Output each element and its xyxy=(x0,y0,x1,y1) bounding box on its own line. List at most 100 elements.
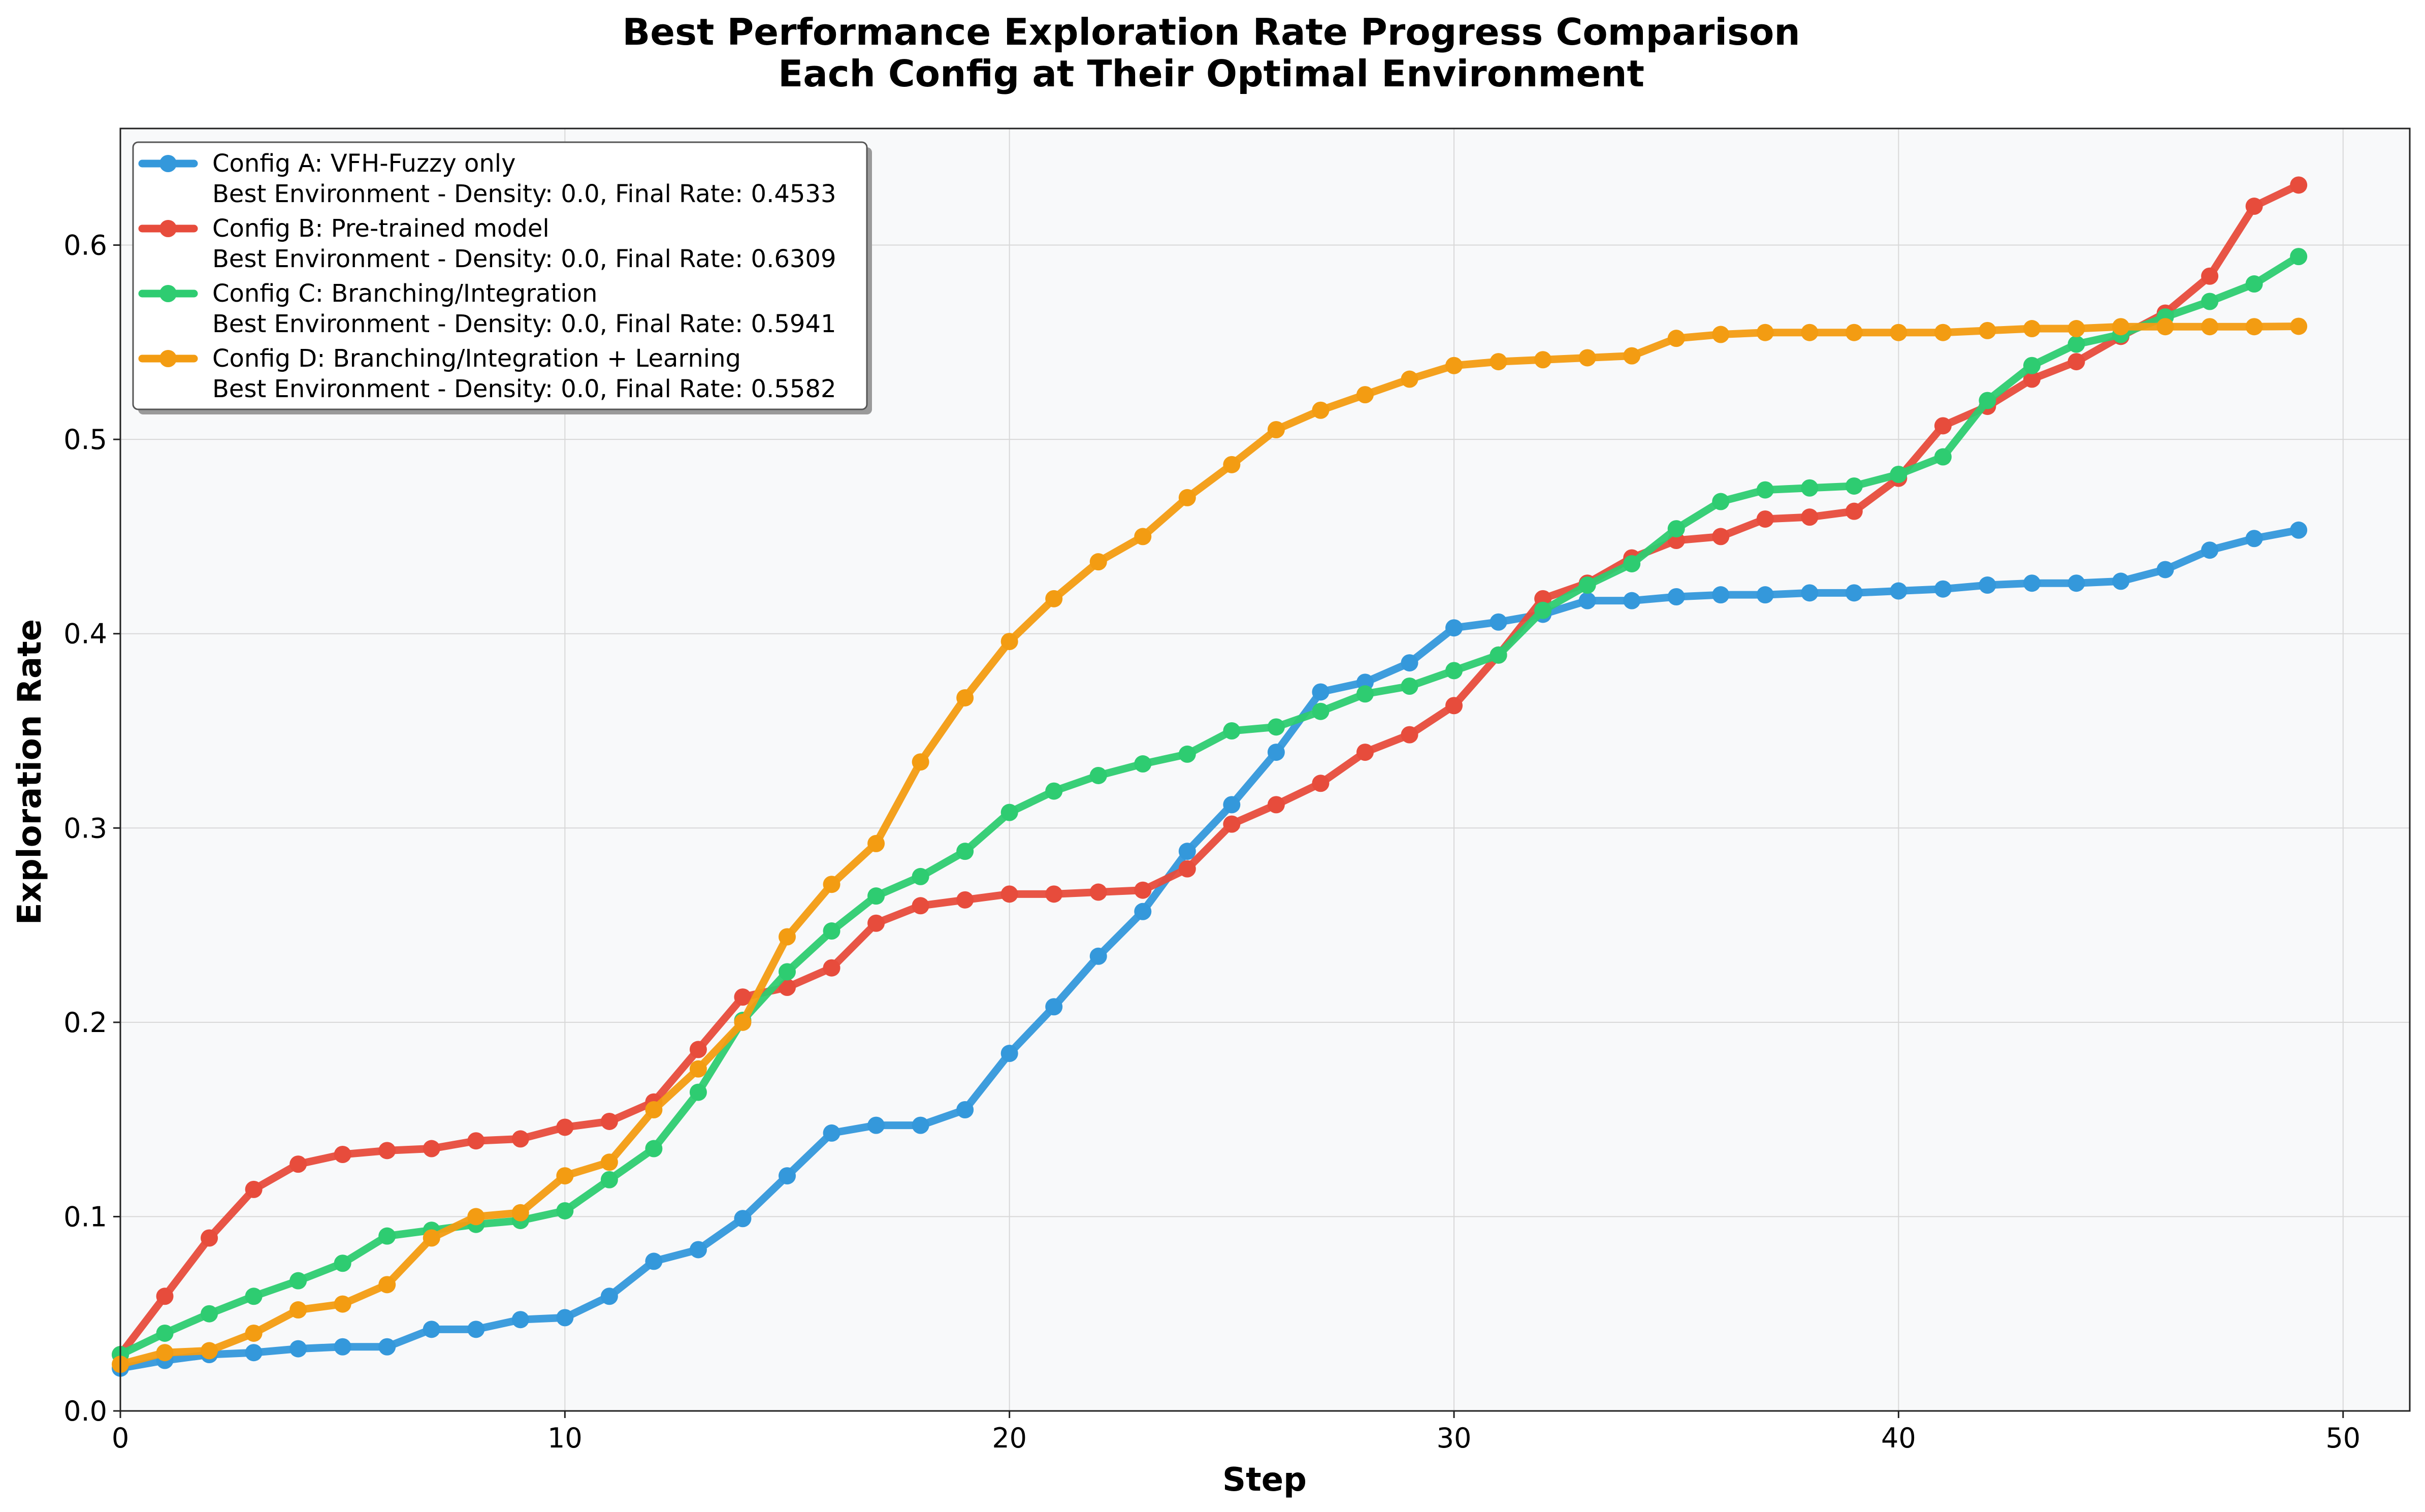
data-point xyxy=(2201,267,2219,285)
data-point xyxy=(2201,318,2219,336)
data-point xyxy=(1089,553,1107,571)
data-point xyxy=(201,1342,218,1360)
data-point xyxy=(1312,702,1330,720)
data-point xyxy=(1000,885,1018,903)
data-point xyxy=(334,1295,351,1313)
data-point xyxy=(1445,619,1463,637)
data-point xyxy=(423,1140,440,1157)
y-tick-label: 0.4 xyxy=(63,618,107,650)
data-point xyxy=(1712,326,1730,343)
data-point xyxy=(1312,775,1330,792)
data-point xyxy=(1223,815,1241,833)
x-tick-label: 10 xyxy=(547,1422,583,1454)
data-point xyxy=(1089,947,1107,965)
data-point xyxy=(245,1324,263,1342)
data-point xyxy=(1445,662,1463,680)
data-point xyxy=(1756,586,1774,604)
series-3 xyxy=(112,248,2308,1364)
data-point xyxy=(2290,176,2308,194)
legend-swatch-marker xyxy=(159,220,177,237)
legend-entry-detail: Best Environment - Density: 0.0, Final R… xyxy=(212,375,836,403)
ticks: 0 10 20 30 40 50 0.0 0.1 0.2 0.3 0.4 0.5 0.6 xyxy=(63,230,2361,1454)
series-layer xyxy=(112,176,2308,1377)
data-point xyxy=(156,1324,174,1342)
data-point xyxy=(1801,584,1819,602)
data-point xyxy=(556,1118,574,1136)
data-point xyxy=(1000,1045,1018,1063)
data-point xyxy=(645,1140,663,1157)
legend-entry-name: Config A: VFH-Fuzzy only xyxy=(212,149,516,178)
data-point xyxy=(1490,646,1507,664)
data-point xyxy=(1223,456,1241,473)
data-point xyxy=(912,867,929,885)
data-point xyxy=(1578,592,1596,609)
data-point xyxy=(689,1083,707,1101)
legend-swatch-marker xyxy=(159,285,177,302)
data-point xyxy=(1401,370,1418,388)
data-point xyxy=(645,1101,663,1119)
data-point xyxy=(334,1146,351,1163)
data-point xyxy=(1623,555,1641,572)
data-point xyxy=(1890,324,1907,341)
series-4 xyxy=(112,317,2308,1373)
data-point xyxy=(1178,489,1196,506)
data-point xyxy=(956,1101,974,1119)
x-tick-label: 20 xyxy=(992,1422,1027,1454)
data-point xyxy=(1534,351,1552,369)
y-tick-label: 0.3 xyxy=(63,812,107,844)
data-point xyxy=(156,1344,174,1362)
data-point xyxy=(956,843,974,860)
data-point xyxy=(378,1142,396,1160)
series-2 xyxy=(112,176,2308,1364)
data-point xyxy=(2023,370,2041,388)
data-point xyxy=(867,1116,885,1134)
data-point xyxy=(201,1305,218,1323)
data-point xyxy=(423,1229,440,1247)
data-point xyxy=(1801,479,1819,497)
data-point xyxy=(600,1112,618,1130)
data-point xyxy=(1934,448,1952,466)
data-point xyxy=(245,1344,263,1362)
data-point xyxy=(2201,541,2219,559)
data-point xyxy=(2245,530,2263,548)
legend-entry-detail: Best Environment - Density: 0.0, Final R… xyxy=(212,310,836,338)
data-point xyxy=(1134,528,1152,545)
data-point xyxy=(1178,843,1196,860)
data-point xyxy=(779,978,796,996)
data-point xyxy=(867,834,885,852)
data-point xyxy=(289,1272,307,1290)
data-point xyxy=(1134,755,1152,773)
data-point xyxy=(1401,726,1418,744)
data-point xyxy=(1934,580,1952,598)
data-point xyxy=(912,753,929,771)
data-point xyxy=(823,876,840,893)
data-point xyxy=(2023,320,2041,338)
data-point xyxy=(689,1241,707,1259)
data-point xyxy=(1000,803,1018,821)
y-tick-label: 0.0 xyxy=(63,1395,107,1427)
data-point xyxy=(467,1132,485,1150)
plot-frame xyxy=(119,127,2411,1412)
data-point xyxy=(1356,744,1374,761)
data-point xyxy=(467,1208,485,1226)
data-point xyxy=(823,922,840,940)
data-point xyxy=(1223,796,1241,814)
data-point xyxy=(867,914,885,932)
data-point xyxy=(289,1301,307,1319)
data-point xyxy=(2290,248,2308,266)
data-point xyxy=(912,1116,929,1134)
y-tick-label: 0.1 xyxy=(63,1201,107,1233)
data-point xyxy=(734,1210,752,1228)
data-point xyxy=(378,1338,396,1356)
data-point xyxy=(645,1252,663,1270)
data-point xyxy=(779,963,796,981)
data-point xyxy=(2112,318,2130,336)
data-point xyxy=(156,1288,174,1305)
data-point xyxy=(1712,586,1730,604)
data-point xyxy=(912,897,929,915)
data-point xyxy=(1445,357,1463,374)
data-point xyxy=(2245,275,2263,293)
x-tick-label: 30 xyxy=(1437,1422,1472,1454)
data-point xyxy=(1045,885,1063,903)
data-point xyxy=(1890,465,1907,483)
